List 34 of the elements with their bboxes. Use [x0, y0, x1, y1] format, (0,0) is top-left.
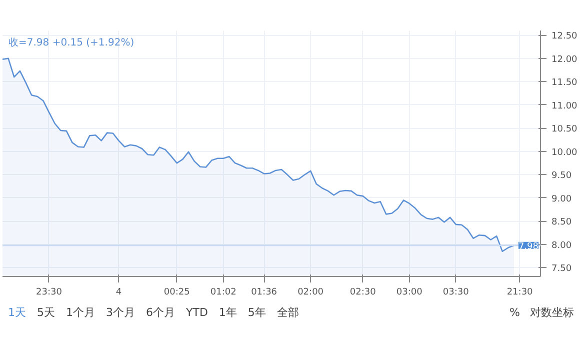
text: 1个月: [66, 306, 95, 319]
text: 5天: [37, 306, 55, 319]
annotation: 收=7.98 +0.15 (+1.92%): [8, 38, 134, 48]
x-tick-label: 01:02: [210, 288, 236, 298]
x-tick-label: 00:25: [164, 288, 190, 298]
text: 3个月: [106, 306, 135, 319]
text: 5年: [248, 306, 266, 319]
y-tick-label: 10.00: [552, 148, 578, 158]
y-tick-label: 7.50: [552, 264, 572, 274]
y-tick-label: 11.00: [552, 101, 578, 112]
text: 全部: [276, 306, 299, 319]
text: 6个月: [146, 306, 175, 319]
y-tick-label: 8.50: [552, 218, 572, 228]
y-tick-label: 12.50: [552, 32, 578, 42]
y-tick-label: 12.00: [552, 54, 578, 65]
x-tick-label: 21:30: [506, 288, 534, 298]
x-tick-label: 03:30: [442, 288, 470, 298]
x-tick-label: 03:00: [396, 288, 423, 298]
y-tick-label: 9.50: [552, 171, 572, 182]
x-tick-label: 02:30: [350, 288, 376, 298]
ref-line-label: 7.98: [518, 242, 539, 252]
text: %: [510, 306, 520, 319]
y-tick-label: 9.00: [552, 194, 572, 204]
text: 1天: [8, 306, 26, 319]
x-tick-label: 01:36: [251, 288, 278, 298]
text: YTD: [186, 306, 208, 319]
x-tick-label: 4: [116, 288, 122, 298]
text: 对数坐标: [530, 306, 574, 319]
x-tick-label: 02:00: [298, 288, 324, 298]
y-tick-label: 8.00: [552, 240, 572, 251]
y-tick-label: 10.50: [552, 124, 578, 135]
x-tick-label: 23:30: [36, 288, 62, 298]
y-tick-label: 11.50: [552, 78, 578, 88]
text: 1年: [218, 306, 237, 319]
